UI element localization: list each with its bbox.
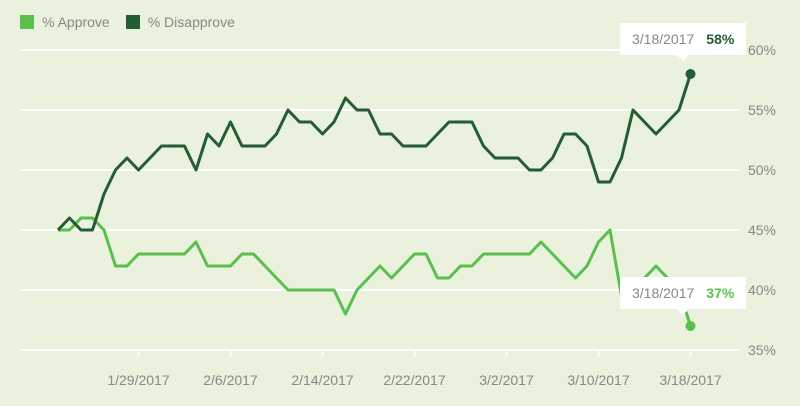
legend-label-disapprove: % Disapprove: [147, 14, 235, 30]
disapprove-line: [56, 73, 692, 232]
tooltip-value: 58%: [706, 31, 735, 47]
legend-label-approve: % Approve: [42, 14, 110, 30]
y-tick-label: 45%: [748, 222, 776, 238]
y-tick-label: 40%: [748, 282, 776, 298]
legend-item-approve[interactable]: % Approve: [20, 14, 110, 30]
y-tick-label: 50%: [748, 162, 776, 178]
tooltip-disapprove: 3/18/2017 58%: [620, 23, 747, 61]
tooltip-approve: 3/18/2017 37%: [620, 277, 747, 315]
x-tick-label: 3/18/2017: [659, 372, 721, 388]
y-tick-label: 35%: [748, 342, 776, 358]
approve-swatch: [20, 15, 34, 29]
tooltip-date: 3/18/2017: [632, 285, 695, 301]
approve-line: [58, 216, 692, 327]
tooltip-date: 3/18/2017: [632, 31, 695, 47]
x-tick-label: 2/6/2017: [203, 372, 258, 388]
y-tick-label: 55%: [748, 102, 776, 118]
disapprove-swatch: [125, 15, 140, 29]
x-tick-label: 2/14/2017: [291, 372, 353, 388]
x-tick-label: 1/29/2017: [107, 372, 169, 388]
x-tick-label: 2/22/2017: [383, 372, 445, 388]
y-tick-label: 60%: [748, 42, 776, 58]
approve-last-point: [685, 321, 696, 331]
disapprove-last-point: [685, 69, 696, 79]
x-tick-label: 3/2/2017: [479, 372, 534, 388]
tooltip-value: 37%: [706, 285, 735, 301]
x-tick-label: 3/10/2017: [567, 372, 629, 388]
legend-item-disapprove[interactable]: % Disapprove: [125, 14, 235, 30]
legend: % Approve % Disapprove: [20, 14, 251, 30]
